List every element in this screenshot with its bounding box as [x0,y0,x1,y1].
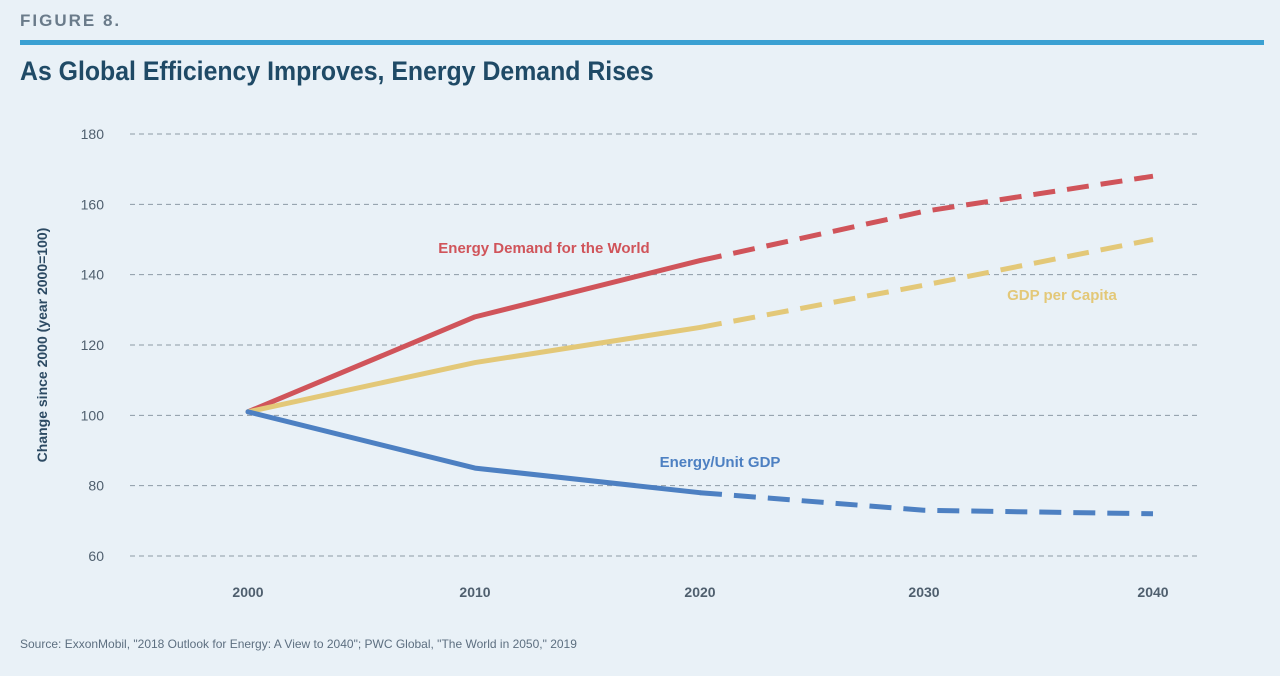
x-tick-label: 2010 [459,584,490,600]
title-rule [20,40,1264,45]
y-axis-label: Change since 2000 (year 2000=100) [34,228,50,463]
y-tick-label: 140 [81,267,105,283]
source-note: Source: ExxonMobil, "2018 Outlook for En… [20,637,577,651]
series-labels: Energy Demand for the World GDP per Capit… [438,240,1117,471]
energy-demand-for-the-world-projected-line [699,173,1154,264]
x-tick-label: 2040 [1137,584,1168,600]
series-lines [245,173,1154,517]
chart-title: As Global Efficiency Improves, Energy De… [20,56,654,86]
grid-lines [130,133,1198,557]
energy-demand-for-the-world-label: Energy Demand for the World [438,240,649,257]
y-tick-label: 180 [81,126,105,142]
x-axis-ticks: 2000 2010 2020 2030 2040 [232,584,1168,600]
y-tick-label: 120 [81,337,105,353]
gdp-per-capita-label: GDP per Capita [1007,287,1117,304]
x-tick-label: 2000 [232,584,263,600]
x-tick-label: 2030 [908,584,939,600]
y-axis-ticks: 60 80 100 120 140 160 180 [81,126,105,564]
gdp-per-capita-projected-line [699,237,1154,330]
gdp-per-capita-actual-line [245,324,703,415]
energy-demand-for-the-world-actual-line [245,258,703,415]
energy-unit-gdp-projected-line [699,490,1154,517]
energy-unit-gdp-label: Energy/Unit GDP [660,454,781,471]
x-tick-label: 2020 [684,584,715,600]
y-tick-label: 80 [88,478,104,494]
y-tick-label: 60 [88,548,104,564]
y-tick-label: 160 [81,196,105,212]
energy-unit-gdp-actual-line [245,409,703,496]
y-tick-label: 100 [81,407,105,423]
figure-label: FIGURE 8. [20,11,122,30]
